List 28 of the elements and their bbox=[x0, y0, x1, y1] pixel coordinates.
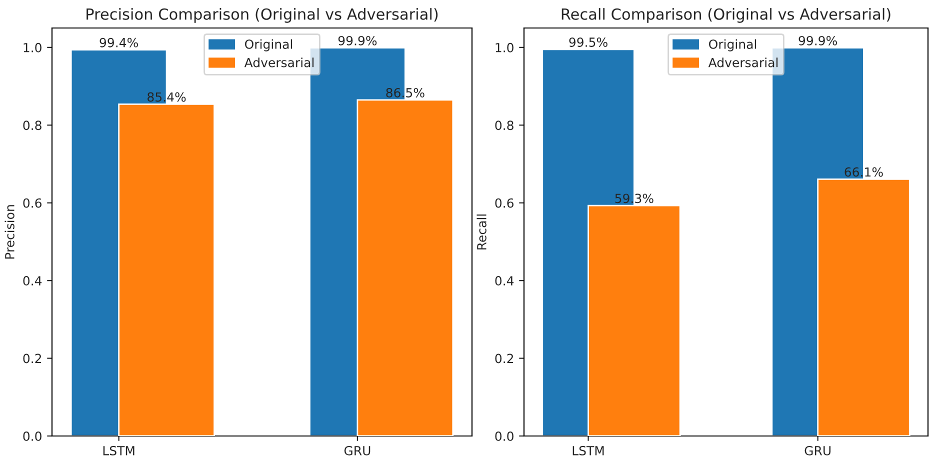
y-axis-title: Precision bbox=[4, 205, 14, 259]
x-tick-label: LSTM bbox=[572, 446, 604, 456]
y-tick-label: 0.0 bbox=[495, 431, 514, 441]
y-tick-label: 0.0 bbox=[23, 431, 42, 441]
x-tick-label: GRU bbox=[344, 446, 370, 456]
y-tick-label: 1.0 bbox=[24, 42, 42, 52]
y-tick-label: 0.4 bbox=[495, 276, 514, 286]
y-tick-label: 0.6 bbox=[495, 198, 514, 208]
chart-title: Recall Comparison (Original vs Adversarial) bbox=[562, 8, 890, 23]
y-tick-label: 0.8 bbox=[495, 120, 514, 130]
chart-title: Precision Comparison (Original vs Adversarial) bbox=[86, 8, 438, 23]
y-tick-label: 0.8 bbox=[23, 120, 42, 130]
y-tick-label: 0.2 bbox=[495, 354, 514, 364]
legend-label: Original bbox=[244, 39, 292, 52]
legend-label: Original bbox=[708, 39, 756, 52]
legend-label: Adversarial bbox=[244, 58, 314, 68]
data-label: 99.9% bbox=[798, 36, 837, 46]
data-label: 99.4% bbox=[100, 38, 138, 48]
y-tick-label: 1.0 bbox=[496, 42, 514, 52]
y-tick-label: 0.2 bbox=[23, 354, 42, 364]
y-tick-label: 0.6 bbox=[23, 198, 42, 208]
y-axis-title: Recall bbox=[476, 214, 486, 250]
x-tick-label: GRU bbox=[804, 446, 830, 456]
y-tick-label: 0.4 bbox=[23, 276, 42, 286]
legend-label: Adversarial bbox=[708, 58, 778, 68]
data-label: 99.5% bbox=[569, 37, 608, 47]
data-label: 99.9% bbox=[338, 36, 377, 46]
x-tick-label: LSTM bbox=[103, 446, 134, 456]
